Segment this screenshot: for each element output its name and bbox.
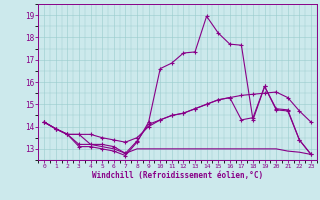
X-axis label: Windchill (Refroidissement éolien,°C): Windchill (Refroidissement éolien,°C) [92, 171, 263, 180]
